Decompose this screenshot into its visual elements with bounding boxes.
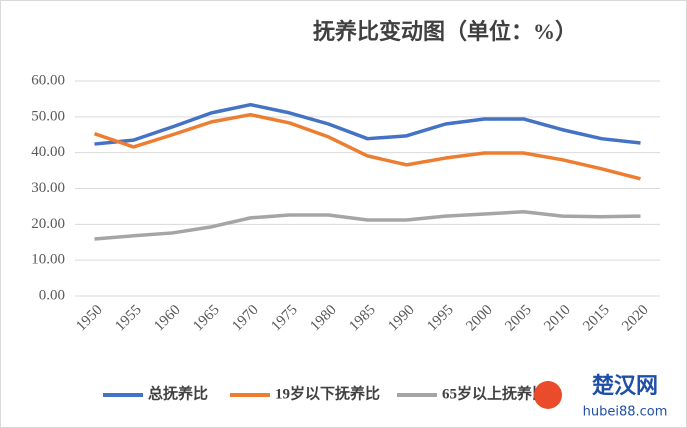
watermark: 楚汉网 hubei88.com	[534, 373, 668, 420]
watermark-logo	[534, 381, 562, 409]
chart-title: 抚养比变动图（单位：%）	[313, 19, 577, 44]
y-tick-label: 20.00	[31, 216, 65, 232]
line-series	[93, 112, 641, 181]
watermark-title: 楚汉网	[592, 373, 658, 398]
line-series	[94, 210, 641, 241]
y-tick-label: 0.00	[39, 287, 65, 303]
y-tick-label: 30.00	[31, 180, 65, 196]
y-tick-label: 50.00	[31, 108, 65, 124]
line-series	[94, 102, 641, 146]
legend-label: 65岁以上抚养比	[442, 384, 547, 402]
legend-label: 总抚养比	[148, 384, 208, 402]
watermark-url: hubei88.com	[583, 405, 668, 420]
y-tick-label: 60.00	[31, 72, 65, 88]
legend-label: 19岁以下抚养比	[275, 384, 380, 402]
y-tick-label: 40.00	[31, 144, 65, 160]
y-tick-label: 10.00	[31, 252, 65, 268]
